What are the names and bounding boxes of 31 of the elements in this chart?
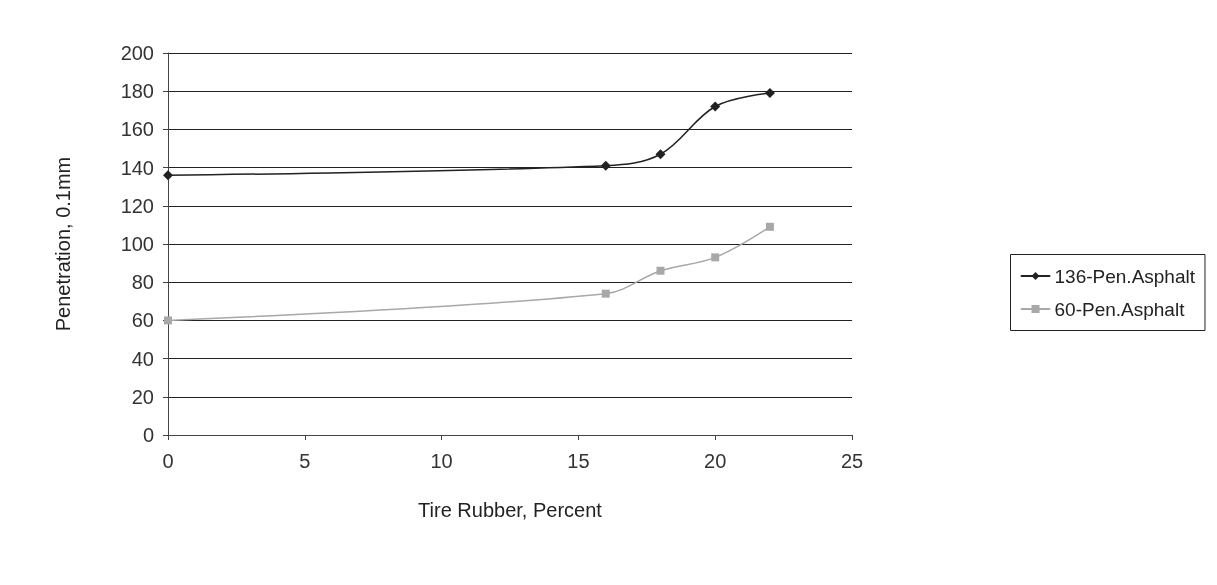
legend-label: 136-Pen.Asphalt xyxy=(1054,265,1196,287)
x-tick-label: 25 xyxy=(840,450,864,472)
point xyxy=(601,289,610,298)
point xyxy=(656,266,665,275)
y-tick-label: 200 xyxy=(120,42,154,64)
x-tick-label: 15 xyxy=(567,450,590,472)
y-tick-label: 60 xyxy=(131,309,154,332)
x-tick-label: 0 xyxy=(162,450,174,472)
y-tick-label: 40 xyxy=(131,347,154,370)
y-tick-label: 100 xyxy=(120,233,154,255)
y-tick-label: 80 xyxy=(131,271,154,294)
point xyxy=(163,170,173,181)
point xyxy=(710,101,721,112)
point xyxy=(164,316,172,325)
y-tick-label: 20 xyxy=(131,385,154,408)
point xyxy=(764,88,775,99)
y-tick-label: 120 xyxy=(120,194,154,217)
y-tick-label: 0 xyxy=(142,424,154,446)
x-tick-label: 20 xyxy=(704,450,727,472)
point xyxy=(600,160,611,171)
point xyxy=(765,222,774,231)
legend-label: 60-Pen.Asphalt xyxy=(1054,298,1186,320)
y-tick-label: 160 xyxy=(120,118,154,141)
x-axis-title: Tire Rubber, Percent xyxy=(418,499,603,521)
y-axis-title: Penetration, 0.1mm xyxy=(52,156,74,332)
point xyxy=(655,149,666,160)
x-tick-label: 10 xyxy=(430,450,453,472)
x-tick-label: 5 xyxy=(299,450,311,472)
y-tick-label: 180 xyxy=(120,80,154,103)
point xyxy=(711,253,720,262)
y-tick-label: 140 xyxy=(120,156,154,179)
